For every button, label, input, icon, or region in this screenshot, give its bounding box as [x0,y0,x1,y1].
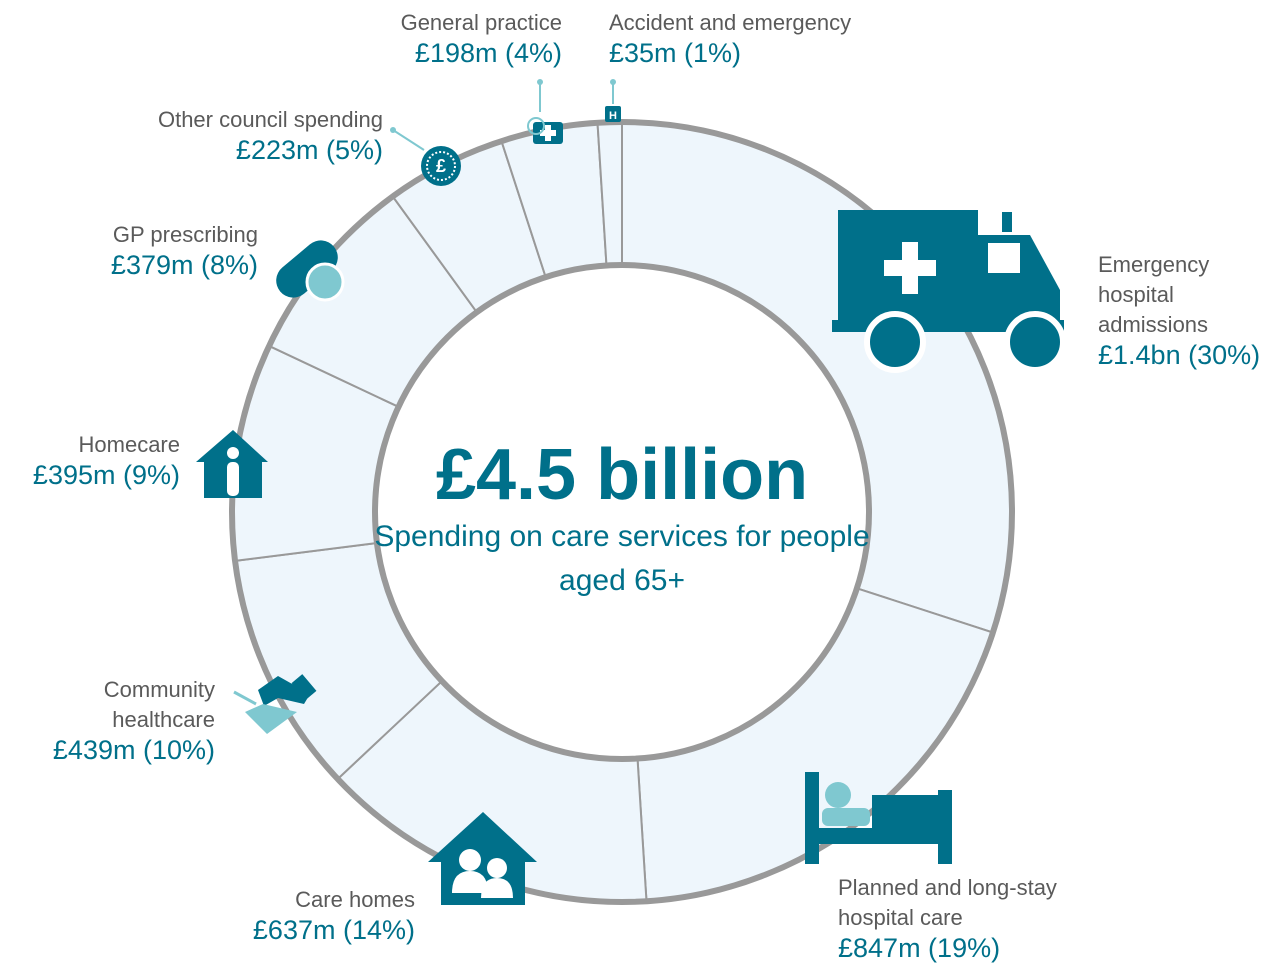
center-text: £4.5 billion Spending on care services f… [372,435,872,603]
outer-rim [229,119,1015,905]
value-label: £35m (1%) [609,38,742,68]
value-label: £223m (5%) [235,135,383,165]
category-label: Other council spending [157,107,383,132]
value-label: £198m (4%) [414,38,562,68]
category-label: Community healthcare [103,677,215,732]
icons: £ H [196,79,1066,905]
segment-label: Emergency hospital admissions £1.4bn (30%… [1098,250,1261,370]
value-label: £395m (9%) [32,460,180,490]
value-label: £847m (19%) [838,933,1001,963]
doctor-bag-icon [527,79,563,144]
value-label: £1.4bn (30%) [1098,340,1261,370]
segment-label: Community healthcare £439m (10%) [15,675,215,765]
pill-icon [276,240,345,302]
category-label: GP prescribing [112,222,258,247]
value-label: £637m (14%) [252,915,415,945]
care-home-icon [428,812,537,905]
segment-label: Care homes £637m (14%) [175,885,415,945]
value-label: £439m (10%) [52,735,215,765]
homecare-icon [196,430,268,498]
subtitle: Spending on care services for people age… [374,520,870,597]
value-label: £379m (8%) [110,250,258,280]
hospital-icon: H [605,79,621,122]
svg-text:£: £ [436,156,446,176]
category-label: Care homes [295,887,415,912]
category-label: Accident and emergency [609,10,852,35]
segment-label: Planned and long-stay hospital care £847m… [838,873,1098,963]
inner-disc [372,262,872,762]
segment-label: GP prescribing £379m (8%) [58,220,258,280]
coin-icon: £ [390,127,461,186]
category-label: General practice [400,10,562,35]
svg-text:H: H [609,110,617,122]
category-label: Planned and long-stay hospital care [838,875,1057,930]
segment-label: Other council spending £223m (5%) [83,105,383,165]
segment-label: General practice £198m (4%) [302,8,562,68]
title: £4.5 billion [435,435,809,515]
handshake-icon [233,674,317,734]
segment-label: Homecare £395m (9%) [0,430,180,490]
bed-icon [805,772,952,864]
category-label: Homecare [78,432,180,457]
segment-label: Accident and emergency £35m (1%) [609,8,909,68]
ring [229,119,1015,905]
category-label: Emergency hospital admissions [1098,252,1210,337]
ambulance-icon [832,210,1066,373]
